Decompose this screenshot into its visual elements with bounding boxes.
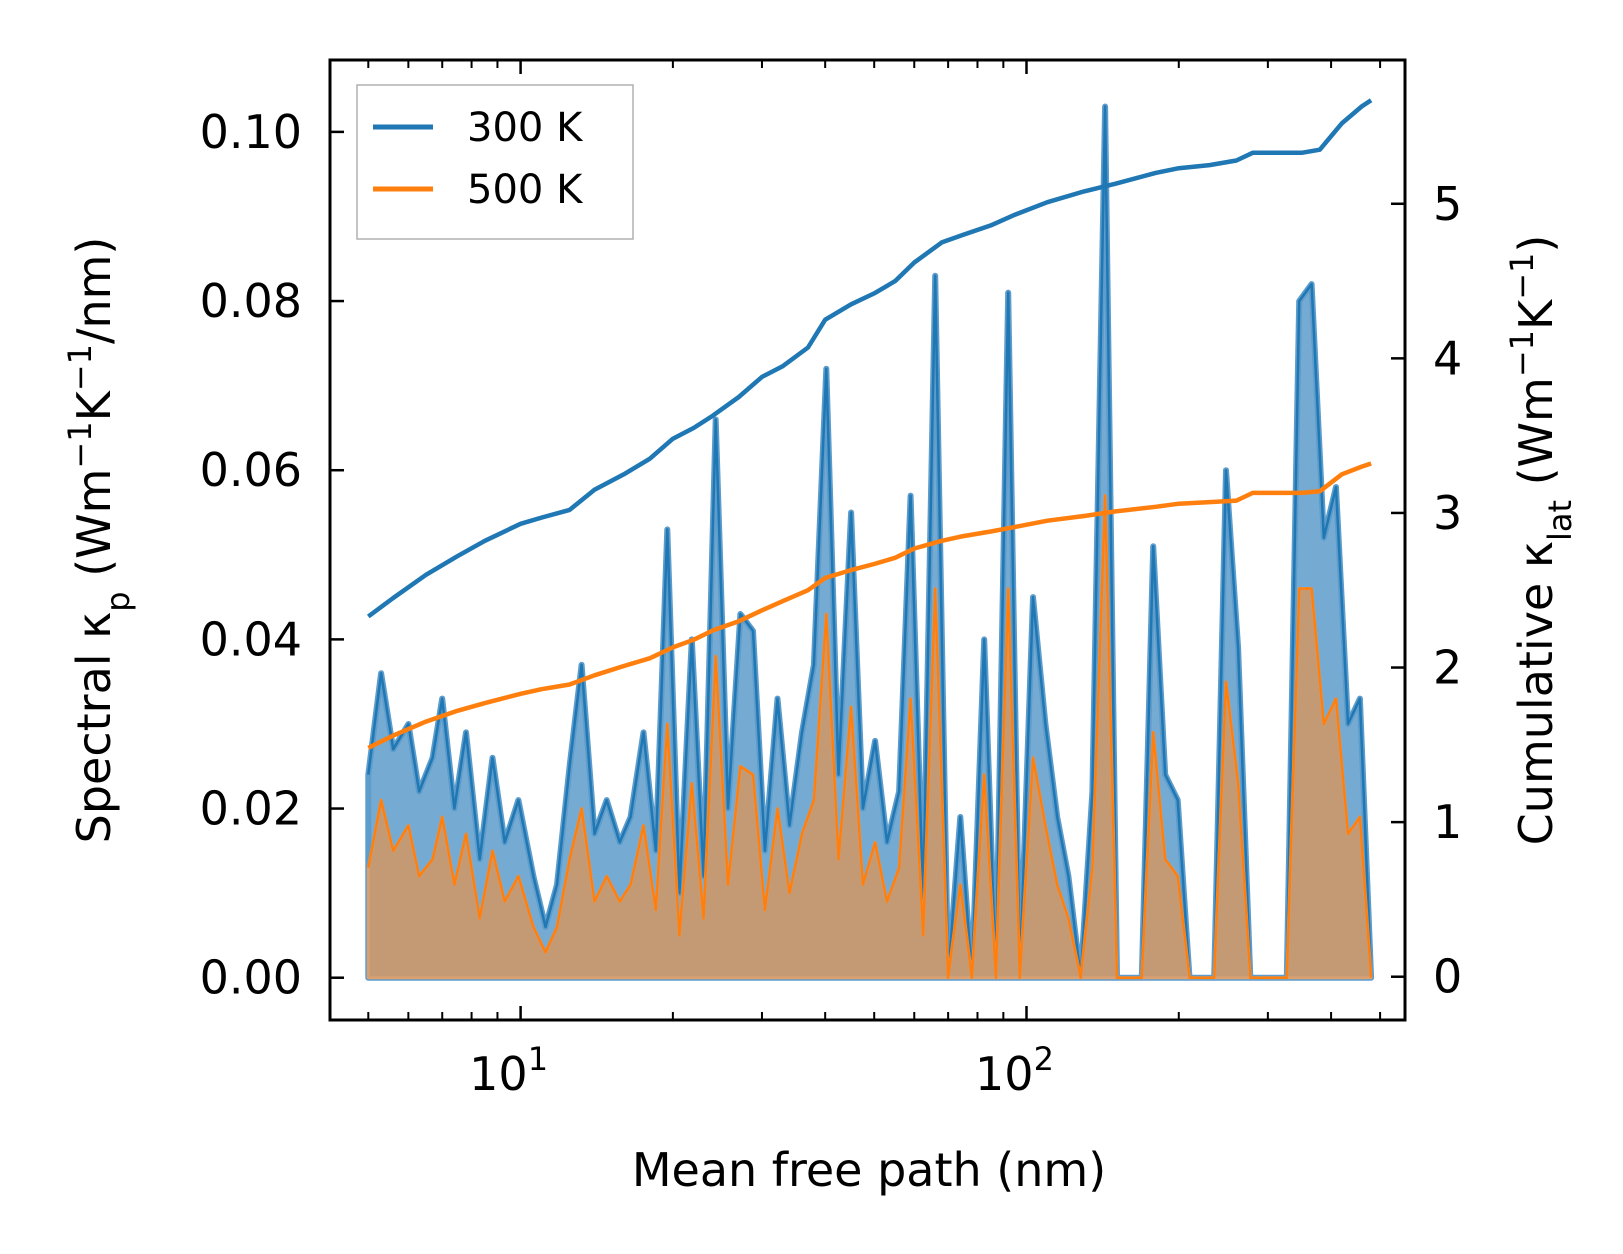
- y-right-tick-label: 3: [1433, 486, 1462, 540]
- x-axis-label: Mean free path (nm): [632, 1143, 1106, 1197]
- x-tick-label: 101: [469, 1040, 548, 1101]
- y-left-tick-label: 0.08: [200, 274, 302, 328]
- y-right-tick-label: 0: [1433, 950, 1462, 1004]
- y-right-tick-label: 5: [1433, 177, 1462, 231]
- axes: 0.00 0.02 0.04 0.06 0.08 0.10 0 1 2 3 4 5 101 102: [200, 58, 1462, 1101]
- y-right-tick-label: 2: [1433, 641, 1462, 695]
- y-left-tick-label: 0.00: [200, 951, 302, 1005]
- spectral-line-500k: [367, 494, 1373, 979]
- cumulative-line-500k: [367, 461, 1372, 750]
- legend-box: [356, 84, 634, 240]
- cumulative-line-300k: [366, 98, 1373, 619]
- y-axis-label-left: Spectral κp (Wm−1K−1/nm): [61, 237, 137, 844]
- y-left-tick-label: 0.10: [200, 105, 302, 159]
- legend: 300 K 500 K: [356, 84, 634, 240]
- plot-area: [365, 98, 1375, 981]
- y-left-tick-label: 0.02: [200, 782, 302, 836]
- y-right-tick-label: 1: [1433, 795, 1462, 849]
- y-left-tick-label: 0.04: [200, 612, 302, 666]
- legend-label-500k: 500 K: [467, 167, 584, 213]
- y-right-tick-label: 4: [1433, 331, 1462, 385]
- y-left-tick-label: 0.06: [200, 443, 302, 497]
- axes-frame: [328, 58, 1407, 1022]
- y-axis-label-right: Cumulative κlat (Wm−1K−1): [1503, 235, 1579, 846]
- x-tick-label: 102: [975, 1040, 1054, 1101]
- legend-label-300k: 300 K: [467, 105, 584, 151]
